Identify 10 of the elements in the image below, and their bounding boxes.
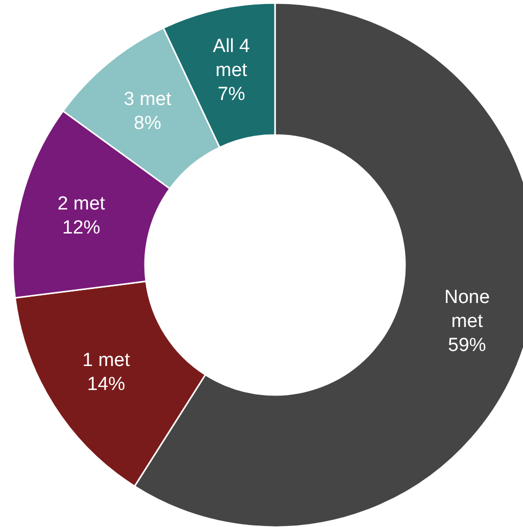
slice-label: 3 met xyxy=(124,88,172,110)
slice-label: 1 met xyxy=(82,350,131,371)
data-label: 8% xyxy=(134,112,162,134)
data-label: 7% xyxy=(218,83,246,104)
slice-label: All 4 met xyxy=(212,35,250,80)
data-label: 14% xyxy=(87,374,126,395)
data-label: 59% xyxy=(448,334,486,356)
slice-label: 2 met xyxy=(58,192,106,214)
slice-label: None met xyxy=(444,286,490,332)
data-label: 12% xyxy=(62,216,100,238)
